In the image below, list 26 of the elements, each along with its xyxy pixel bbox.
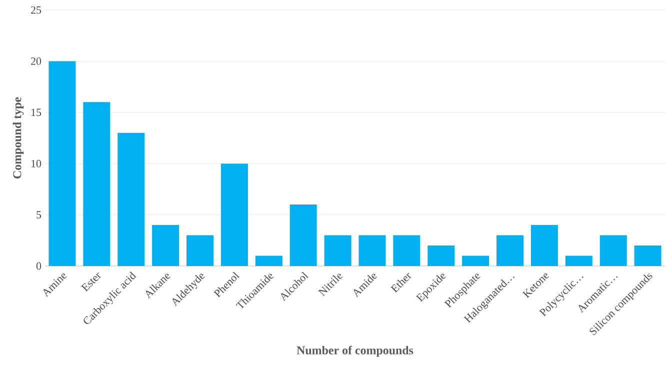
y-axis-title: Compound type — [12, 97, 24, 178]
bar — [220, 164, 248, 266]
bar — [83, 102, 110, 266]
bar — [255, 256, 282, 266]
bar — [496, 235, 524, 266]
bar — [462, 256, 490, 266]
y-tick-label: 20 — [31, 58, 42, 65]
bar — [48, 61, 76, 266]
y-tick-label: 15 — [31, 108, 42, 116]
bar — [565, 256, 592, 266]
bar — [358, 235, 386, 266]
y-tick-label: 0 — [36, 262, 42, 270]
bar — [634, 246, 662, 266]
bar — [428, 246, 455, 266]
bar — [530, 225, 558, 266]
y-tick-label: 5 — [36, 211, 42, 218]
bar — [152, 225, 180, 266]
y-tick-label: 25 — [31, 6, 42, 14]
x-axis-title: Number of compounds — [296, 346, 414, 357]
bar — [600, 235, 627, 266]
bar — [118, 132, 145, 266]
bar — [393, 235, 420, 266]
bar — [324, 235, 352, 266]
y-tick-label: 10 — [31, 160, 42, 168]
bar — [186, 235, 214, 266]
bar — [290, 204, 317, 266]
